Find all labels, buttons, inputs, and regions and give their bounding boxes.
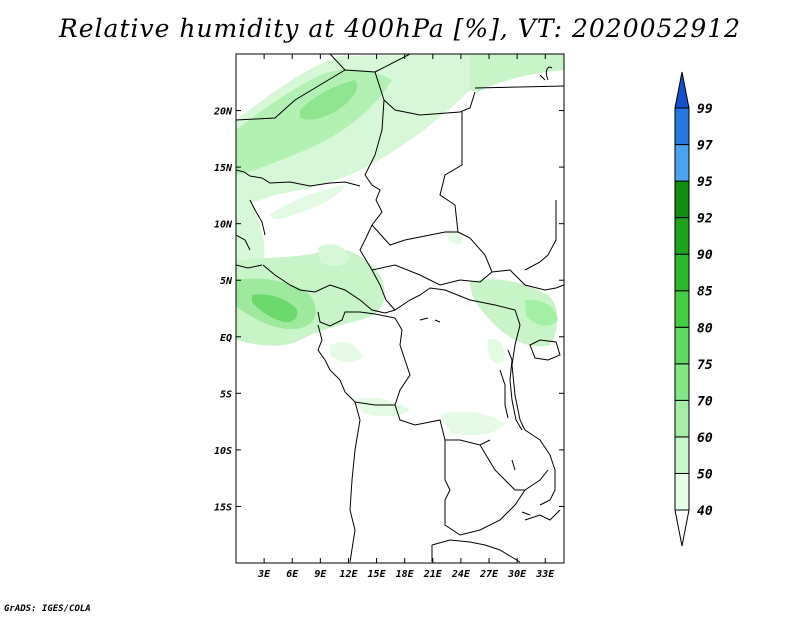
x-tick-label: 18E	[396, 569, 415, 580]
x-tick-label: 15E	[368, 569, 387, 580]
humidity-area-west-coast	[236, 200, 265, 270]
humidity-area-south-streak	[355, 398, 410, 417]
boundary-line	[317, 324, 491, 446]
y-tick-label: 5N	[220, 276, 233, 287]
boundary-line	[524, 509, 561, 521]
y-tick-label: EQ	[220, 333, 232, 344]
colorbar-label: 95	[697, 175, 713, 190]
boundary-line	[262, 264, 421, 314]
axis-ticks: 3E 6E 9E 12E 15E 18E 21E 24E 27E 30E 33E 20N 15N 10N 5…	[213, 54, 564, 580]
humidity-area-cameroon	[318, 244, 350, 267]
colorbar-segment	[674, 180, 690, 219]
boundary-line	[419, 287, 526, 431]
colorbar-segment	[674, 472, 690, 511]
x-tick-label: 9E	[314, 569, 327, 580]
x-tick-label: 6E	[286, 569, 299, 580]
colorbar-segment	[674, 436, 690, 474]
plot-frame	[235, 53, 565, 564]
colorbar-label: 92	[697, 212, 713, 227]
colorbar-segment	[674, 399, 690, 438]
y-tick-label: 15S	[214, 502, 232, 513]
colorbar-segment	[674, 326, 690, 365]
boundary-line	[329, 54, 476, 116]
humidity-area-north-inner	[300, 80, 358, 120]
colorbar-segment	[674, 107, 690, 146]
humidity-area-gulf-core	[252, 294, 298, 323]
boundary-line	[371, 264, 564, 291]
x-tick-label: 3E	[257, 569, 271, 580]
x-tick-label: 24E	[451, 569, 471, 580]
y-tick-label: 20N	[213, 107, 233, 118]
boundary-line	[349, 401, 361, 563]
humidity-area-northeast-strip	[470, 54, 564, 92]
y-tick-label: 15N	[214, 163, 233, 174]
colorbar-segment-low	[674, 509, 690, 547]
boundary-line	[317, 311, 396, 327]
humidity-area-east-core	[525, 299, 558, 326]
colorbar-segment	[674, 363, 690, 401]
colorbar-segment	[674, 144, 690, 182]
colorbar-segment	[674, 217, 690, 255]
country-boundaries	[236, 54, 564, 563]
boundary-line	[236, 199, 266, 269]
boundary-line	[499, 349, 523, 431]
colorbar-label: 90	[697, 248, 713, 263]
colorbar-label: 50	[697, 467, 713, 482]
humidity-area-west-streak	[270, 185, 345, 220]
colorbar-segment	[674, 290, 690, 328]
x-tick-label: 30E	[507, 569, 527, 580]
colorbar-label: 97	[697, 139, 713, 154]
colorbar: 40 50 60 70 75 80 85 90 92 95 97 99	[674, 71, 713, 547]
y-tick-label: 10S	[214, 446, 232, 457]
x-tick-label: 27E	[479, 569, 499, 580]
credit-text: GrADS: IGES/COLA	[4, 604, 91, 614]
boundary-line	[444, 440, 526, 536]
humidity-area-car-spot	[445, 229, 463, 245]
humidity-area-congo-spot	[330, 342, 362, 362]
colorbar-label: 75	[697, 358, 713, 373]
colorbar-segment-high	[674, 71, 690, 109]
map-title: Relative humidity at 400hPa [%], VT: 202…	[58, 14, 742, 43]
humidity-area-east-cell	[470, 279, 558, 347]
colorbar-label: 70	[697, 394, 713, 409]
colorbar-label: 40	[697, 504, 713, 519]
humidity-area-east-patch	[487, 339, 505, 364]
colorbar-label: 60	[697, 431, 713, 446]
boundary-line	[529, 339, 561, 361]
boundary-line	[539, 66, 553, 81]
y-tick-label: 10N	[214, 220, 233, 231]
boundary-line	[371, 224, 458, 246]
boundary-line	[236, 169, 361, 187]
boundary-line	[474, 85, 564, 89]
boundary-line	[439, 112, 493, 273]
humidity-field	[236, 54, 564, 436]
boundary-line	[524, 200, 557, 271]
boundary-line	[479, 429, 556, 506]
colorbar-segment	[674, 253, 690, 292]
y-tick-label: 5S	[220, 389, 232, 400]
colorbar-label: 85	[697, 285, 713, 300]
boundary-line	[431, 539, 521, 563]
boundary-line	[236, 69, 385, 176]
x-tick-label: 33E	[535, 569, 555, 580]
colorbar-label: 99	[697, 102, 713, 117]
humidity-area-south-patch	[440, 411, 505, 436]
boundary-line	[419, 317, 531, 516]
boundary-line	[359, 174, 396, 311]
colorbar-label: 80	[697, 321, 713, 336]
x-tick-label: 21E	[423, 569, 443, 580]
x-tick-label: 12E	[339, 569, 358, 580]
boundary-line	[394, 317, 411, 406]
